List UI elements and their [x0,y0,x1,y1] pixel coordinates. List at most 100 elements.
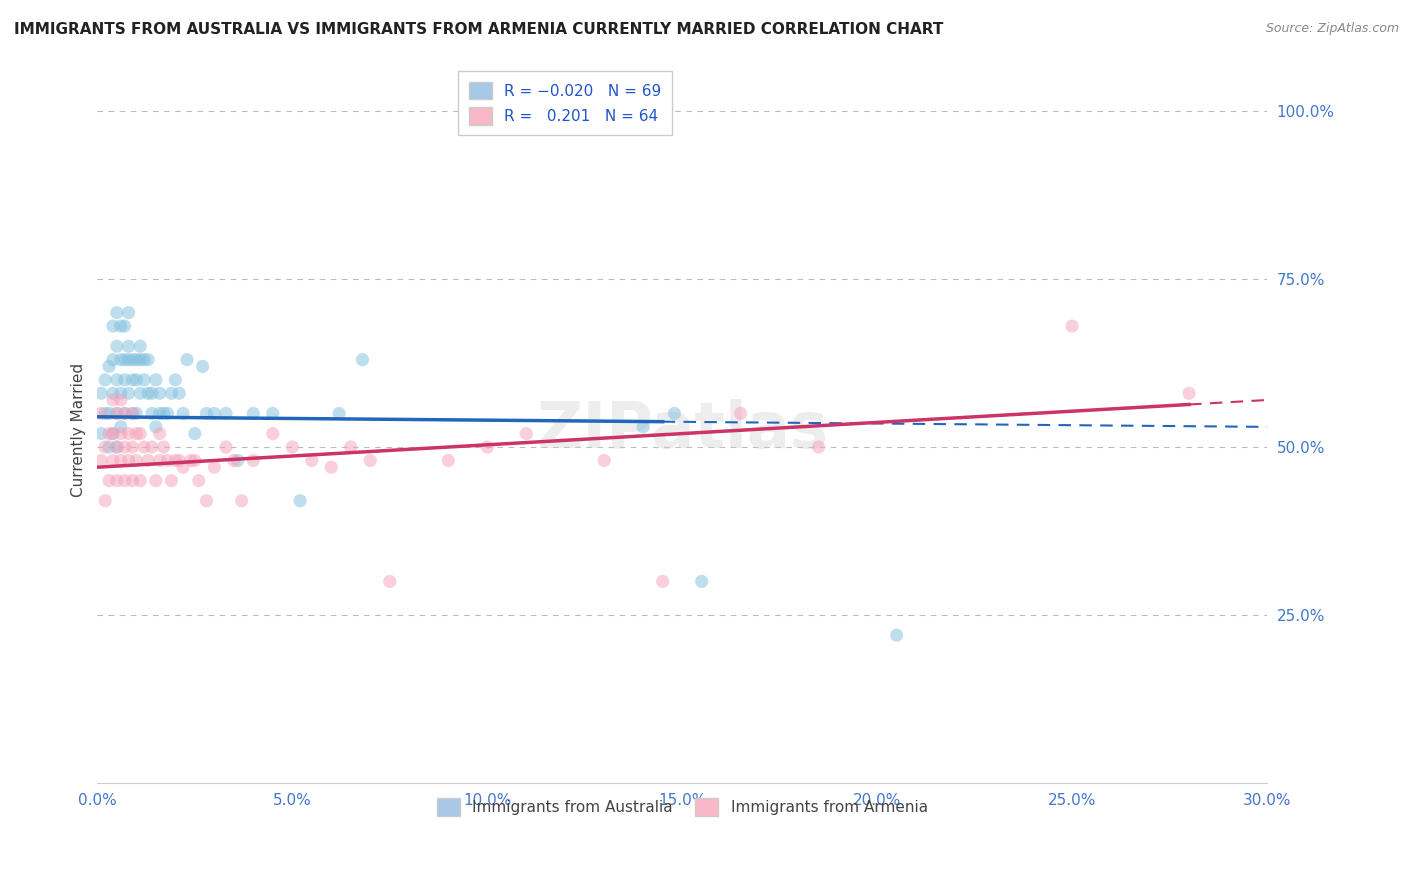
Point [180,453,202,467]
Point [105,339,128,353]
Point [90,406,112,420]
Point [288,493,311,508]
Point [101,392,124,407]
Point [94,440,117,454]
Point [184,426,207,441]
Point [105,406,128,420]
Point [165,373,187,387]
Point [105,474,128,488]
Point [1062,319,1084,334]
Point [262,426,284,441]
Point [129,474,152,488]
Point [226,453,249,467]
Point [378,574,401,589]
Point [129,352,152,367]
Point [321,460,343,475]
Point [117,453,139,467]
Point [105,305,128,319]
Point [215,406,238,420]
Point [121,406,143,420]
Point [129,386,152,401]
Point [167,453,190,467]
Point [90,453,112,467]
Point [141,386,163,401]
Point [515,426,537,441]
Point [184,453,207,467]
Point [149,426,172,441]
Point [242,406,264,420]
Point [437,453,460,467]
Point [593,453,616,467]
Point [156,453,179,467]
Point [101,352,124,367]
Point [222,453,245,467]
Point [110,352,132,367]
Point [301,453,323,467]
Point [121,373,143,387]
Point [167,386,190,401]
Point [195,493,218,508]
Point [149,386,172,401]
Point [807,440,830,454]
Point [105,440,128,454]
Point [165,453,187,467]
Point [117,305,139,319]
Legend: Immigrants from Australia, Immigrants from Armenia: Immigrants from Australia, Immigrants fr… [427,789,936,825]
Point [101,453,124,467]
Point [631,420,654,434]
Point [101,426,124,441]
Point [105,440,128,454]
Point [134,352,156,367]
Point [195,406,218,420]
Point [94,406,117,420]
Point [117,339,139,353]
Point [98,426,121,441]
Point [110,386,132,401]
Point [134,440,156,454]
Point [114,406,136,420]
Point [121,352,143,367]
Point [98,474,121,488]
Point [141,440,163,454]
Point [117,352,139,367]
Point [125,352,148,367]
Point [160,474,183,488]
Point [281,440,304,454]
Point [690,574,713,589]
Point [359,453,381,467]
Point [117,426,139,441]
Point [176,352,198,367]
Text: Source: ZipAtlas.com: Source: ZipAtlas.com [1265,22,1399,36]
Point [202,406,225,420]
Y-axis label: Currently Married: Currently Married [72,363,86,498]
Point [145,373,167,387]
Point [125,406,148,420]
Point [886,628,908,642]
Point [114,474,136,488]
Point [94,373,117,387]
Point [125,373,148,387]
Point [110,426,132,441]
Point [105,373,128,387]
Point [105,406,128,420]
Point [477,440,499,454]
Point [152,440,174,454]
Point [191,359,214,374]
Point [136,352,159,367]
Point [114,406,136,420]
Point [90,426,112,441]
Point [101,319,124,334]
Point [114,319,136,334]
Point [730,406,752,420]
Text: ZIPatlas: ZIPatlas [536,400,828,461]
Point [110,453,132,467]
Point [262,406,284,420]
Point [94,493,117,508]
Point [215,440,238,454]
Point [129,426,152,441]
Point [149,406,172,420]
Text: IMMIGRANTS FROM AUSTRALIA VS IMMIGRANTS FROM ARMENIA CURRENTLY MARRIED CORRELATI: IMMIGRANTS FROM AUSTRALIA VS IMMIGRANTS … [14,22,943,37]
Point [136,453,159,467]
Point [136,386,159,401]
Point [101,426,124,441]
